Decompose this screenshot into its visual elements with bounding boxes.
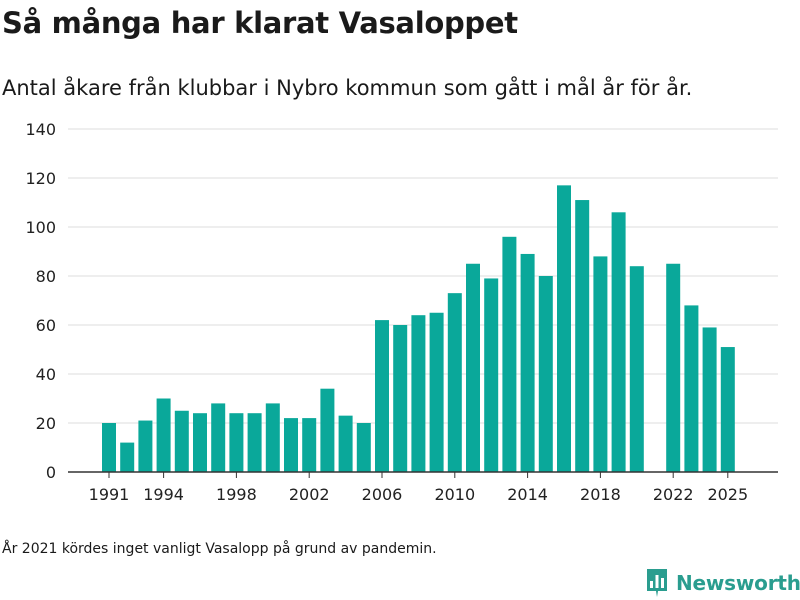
x-tick-label: 2022 <box>653 485 694 504</box>
x-tick-label: 1991 <box>89 485 130 504</box>
footnote: År 2021 kördes inget vanligt Vasalopp på… <box>2 541 437 557</box>
bar-2014 <box>520 253 535 472</box>
y-tick-label: 40 <box>36 365 56 384</box>
bar-1999 <box>247 413 262 472</box>
bar-2023 <box>684 305 699 472</box>
x-tick-label: 2018 <box>580 485 621 504</box>
x-tick-label: 2025 <box>707 485 748 504</box>
y-tick-label: 60 <box>36 316 56 335</box>
bars <box>102 185 735 473</box>
brand-logo: Newsworthy <box>645 568 800 598</box>
bar-2007 <box>393 325 408 472</box>
x-tick-label: 1994 <box>143 485 184 504</box>
y-tick-label: 20 <box>36 414 56 433</box>
bar-1993 <box>138 420 153 472</box>
chart-title: Så många har klarat Vasaloppet <box>2 6 518 40</box>
bar-2005 <box>356 423 371 472</box>
bar-2004 <box>338 415 353 472</box>
bar-chart: 0 20 40 60 80 100 120 140 1991 1994 1998 2002 2006 2… <box>25 120 778 504</box>
brand-name: Newsworthy <box>676 571 800 595</box>
bar-2015 <box>538 276 553 472</box>
newsworthy-logo-icon <box>647 569 667 597</box>
y-tick-label: 100 <box>25 218 56 237</box>
bar-1995 <box>174 410 189 472</box>
bar-2025 <box>720 347 735 472</box>
bar-2017 <box>575 200 590 473</box>
bar-1991 <box>102 423 116 472</box>
bar-2008 <box>411 315 426 472</box>
bar-1998 <box>229 413 244 472</box>
bar-1996 <box>193 413 207 472</box>
bar-2012 <box>484 278 499 472</box>
x-tick-label: 2014 <box>507 485 548 504</box>
bar-2013 <box>502 236 517 472</box>
x-tick-label: 1998 <box>216 485 257 504</box>
y-tick-label: 140 <box>25 120 56 139</box>
bar-2011 <box>466 263 480 472</box>
y-tick-label: 80 <box>36 267 56 286</box>
bar-2000 <box>265 403 280 472</box>
bar-2002 <box>302 418 317 472</box>
bar-1994 <box>156 398 171 472</box>
bar-1997 <box>211 403 226 472</box>
bar-2024 <box>702 327 717 472</box>
bar-2001 <box>284 418 298 472</box>
y-tick-label: 0 <box>46 463 56 482</box>
bar-2009 <box>429 312 444 472</box>
bar-2019 <box>611 212 626 473</box>
bar-2006 <box>375 320 389 472</box>
x-axis: 1991 1994 1998 2002 2006 2010 2014 2018 2022 2025 <box>68 471 778 504</box>
y-axis-ticks: 0 20 40 60 80 100 120 140 <box>25 120 56 482</box>
x-tick-label: 2010 <box>434 485 475 504</box>
bar-2022 <box>666 263 681 472</box>
bar-2016 <box>557 185 571 472</box>
x-tick-label: 2006 <box>362 485 403 504</box>
bar-1992 <box>120 442 135 472</box>
bar-2018 <box>593 256 608 472</box>
y-tick-label: 120 <box>25 169 56 188</box>
chart-subtitle: Antal åkare från klubbar i Nybro kommun … <box>2 76 693 100</box>
bar-2010 <box>447 293 462 472</box>
bar-2020 <box>629 266 644 472</box>
x-tick-label: 2002 <box>289 485 330 504</box>
bar-2003 <box>320 388 335 472</box>
